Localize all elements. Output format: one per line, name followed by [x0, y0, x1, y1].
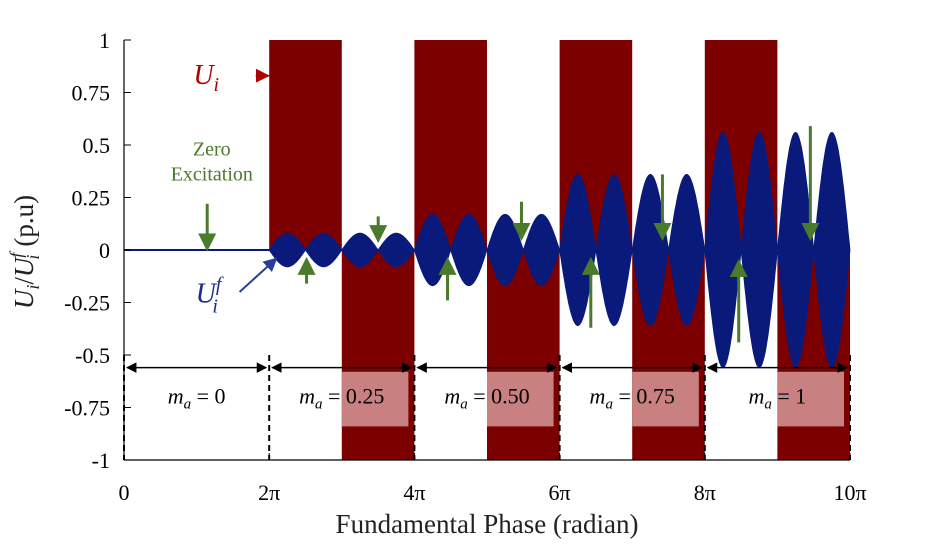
x-tick-label-2: 4π	[403, 480, 425, 505]
segment-label-2: ma = 0.50	[444, 383, 529, 412]
ylabel-main2: U	[9, 256, 39, 277]
modulation-segments: ma = 0 ma = 0.25 ma = 0.50 ma = 0.75 ma = 1	[123, 355, 851, 460]
y-tick-label-2: 0.5	[83, 133, 111, 158]
zero-excitation-line1: Zero	[193, 139, 231, 161]
ui-pulse-0	[269, 40, 342, 250]
x-tick-label-3: 6π	[549, 480, 571, 505]
segment-label-0: ma = 0	[168, 383, 226, 412]
ylabel-main: U	[9, 288, 39, 309]
annotations: Zero Excitation Ui Uf i	[171, 60, 278, 318]
y-tick-label-5: -0.25	[64, 291, 110, 316]
segment-label-4: ma = 1	[748, 383, 806, 412]
green-arrows	[198, 126, 820, 343]
segment-label-overlay-4	[777, 371, 844, 427]
segment-label-overlay-2	[487, 371, 554, 427]
zero-excitation-line2: Excitation	[171, 164, 253, 186]
ui-pulse-3	[487, 250, 560, 460]
segment-label-1: ma = 0.25	[299, 383, 384, 412]
ui-pulse-1	[341, 250, 415, 460]
uif-envelope-series	[124, 131, 851, 369]
y-axis-title: Ui/Ufi(p.u)	[6, 195, 43, 309]
segment-label-3: ma = 0.75	[590, 383, 675, 412]
ylabel-sub2: i	[23, 255, 43, 260]
y-tick-label-7: -0.75	[64, 396, 110, 421]
svg-text:Ui/Ufi(p.u): Ui/Ufi(p.u)	[6, 195, 43, 309]
x-tick-label-0: 0	[119, 480, 130, 505]
tick-labels: 1 0.75 0.5 0.25 0 -0.25 -0.5 -0.75 -1 0 2π 4π 6π 8π 10…	[64, 28, 866, 505]
segment-label-overlay-3	[632, 371, 699, 427]
x-tick-label-4: 8π	[694, 480, 716, 505]
x-axis-title: Fundamental Phase (radian)	[336, 509, 639, 539]
y-tick-label-0: 1	[99, 28, 110, 53]
uif-label-arrow	[238, 257, 278, 293]
ui-pulse-2	[414, 40, 487, 250]
uif-segment-4	[704, 131, 851, 369]
y-tick-label-8: -1	[92, 448, 110, 473]
ui-label: Ui	[193, 60, 219, 96]
x-tick-label-1: 2π	[258, 480, 280, 505]
y-tick-label-3: 0.25	[72, 186, 111, 211]
ylabel-slash: /	[9, 277, 39, 285]
x-tick-label-5: 10π	[833, 480, 866, 505]
y-tick-label-1: 0.75	[72, 81, 111, 106]
uif-label: Uf i	[196, 274, 224, 318]
y-tick-label-4: 0	[99, 238, 110, 263]
y-tick-label-6: -0.5	[75, 343, 110, 368]
segment-label-overlay-1	[341, 371, 409, 427]
ylabel-sup2: f	[6, 250, 26, 258]
ylabel-unit: (p.u)	[9, 195, 39, 247]
ylabel-sub1: i	[23, 285, 43, 290]
